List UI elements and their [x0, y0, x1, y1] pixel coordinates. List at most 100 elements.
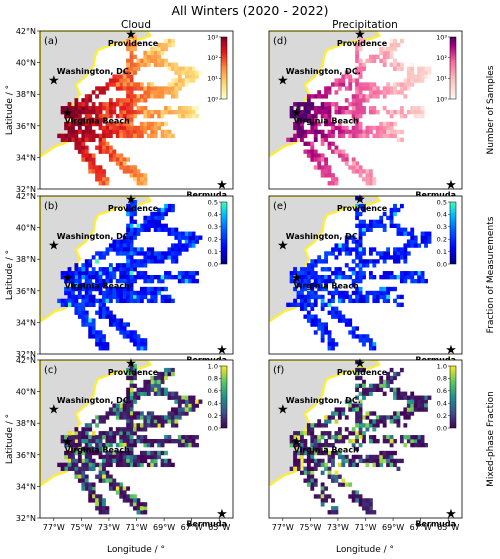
data-cell: [91, 462, 96, 468]
data-cell: [98, 169, 103, 174]
data-cell: [389, 86, 394, 91]
data-cell: [181, 278, 186, 284]
x-tick-label: 75°W: [70, 523, 92, 532]
data-cell: [184, 106, 189, 111]
data-cell: [344, 322, 349, 327]
data-cell: [320, 267, 325, 272]
panel-label: (f): [273, 365, 284, 376]
data-cell: [95, 94, 99, 99]
data-cell: [122, 78, 127, 83]
data-cell: [184, 231, 189, 236]
column-title-cloud: Cloud: [121, 19, 151, 31]
data-cell: [386, 383, 391, 389]
data-cell: [177, 395, 182, 400]
data-cell: [153, 458, 158, 464]
data-cell: [129, 98, 134, 103]
data-cell: [355, 494, 360, 499]
data-cell: [81, 102, 86, 107]
data-cell: [112, 478, 117, 483]
data-cell: [358, 70, 363, 75]
data-cell: [136, 125, 141, 131]
data-cell: [164, 203, 168, 209]
data-cell: [184, 235, 189, 240]
data-cell: [143, 435, 148, 440]
data-cell: [126, 157, 131, 162]
data-cell: [81, 267, 86, 272]
data-cell: [317, 423, 322, 428]
data-cell: [119, 462, 124, 468]
data-cell: [406, 439, 411, 444]
data-cell: [334, 474, 339, 479]
data-cell: [337, 318, 342, 323]
data-cell: [150, 251, 155, 256]
data-cell: [143, 387, 148, 392]
data-cell: [150, 133, 155, 139]
data-cell: [122, 113, 127, 119]
data-cell: [320, 110, 325, 115]
data-cell: [358, 165, 363, 170]
data-cell: [174, 251, 179, 256]
data-cell: [334, 286, 339, 292]
data-cell: [139, 439, 144, 444]
data-cell: [410, 403, 415, 408]
data-cell: [84, 486, 89, 491]
data-cell: [399, 231, 404, 236]
data-cell: [84, 462, 89, 468]
data-cell: [386, 454, 391, 460]
data-cell: [98, 90, 103, 95]
data-cell: [150, 129, 155, 135]
data-cell: [105, 271, 110, 276]
data-cell: [191, 395, 196, 400]
data-cell: [105, 251, 110, 256]
data-cell: [126, 211, 131, 217]
data-cell: [105, 470, 110, 475]
data-cell: [358, 196, 363, 201]
data-cell: [348, 78, 353, 83]
data-cell: [108, 121, 113, 127]
data-cell: [410, 243, 415, 248]
data-cell: [108, 314, 113, 319]
data-cell: [296, 435, 301, 440]
colorbar-tick-label: 0.1: [437, 248, 447, 256]
data-cell: [358, 423, 363, 428]
data-cell: [139, 82, 144, 87]
data-cell: [88, 278, 93, 284]
data-cell: [358, 243, 363, 248]
data-cell: [341, 243, 346, 248]
data-cell: [341, 290, 346, 296]
data-cell: [389, 110, 394, 115]
data-cell: [355, 263, 360, 268]
data-cell: [126, 371, 131, 377]
data-cell: [413, 278, 418, 284]
data-cell: [375, 110, 380, 115]
data-cell: [91, 133, 96, 139]
data-cell: [382, 106, 387, 111]
data-cell: [102, 267, 106, 272]
data-cell: [327, 310, 332, 315]
data-cell: [368, 346, 373, 351]
data-cell: [393, 211, 397, 217]
data-cell: [389, 442, 394, 448]
data-cell: [77, 102, 82, 107]
data-cell: [306, 98, 311, 103]
data-cell: [351, 125, 356, 131]
data-cell: [67, 278, 72, 284]
data-cell: [84, 117, 89, 123]
data-cell: [170, 38, 175, 44]
data-cell: [310, 145, 315, 150]
data-cell: [105, 290, 110, 296]
data-cell: [167, 419, 172, 424]
data-cell: [393, 415, 397, 420]
data-cell: [300, 278, 304, 284]
data-cell: [81, 153, 86, 158]
data-cell: [188, 70, 193, 75]
data-cell: [139, 435, 144, 440]
data-cell: [181, 70, 186, 75]
data-cell: [88, 334, 93, 339]
data-cell: [303, 141, 308, 146]
data-cell: [317, 462, 322, 468]
data-cell: [74, 474, 79, 479]
data-cell: [119, 442, 124, 448]
data-cell: [317, 275, 322, 280]
data-cell: [64, 462, 68, 468]
